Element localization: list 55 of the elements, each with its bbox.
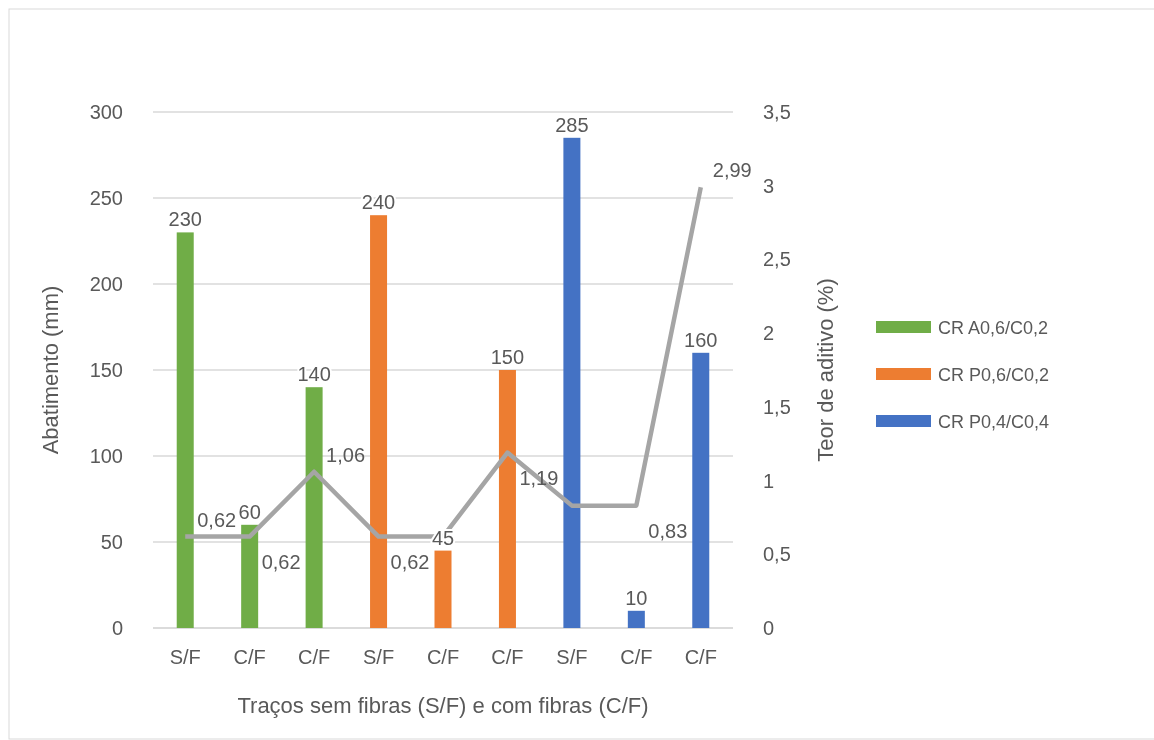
y-tick-label: 0 xyxy=(111,617,123,639)
x-tick-label: S/F xyxy=(556,646,588,668)
data-label: 2,99 xyxy=(712,159,752,182)
bar xyxy=(241,524,259,628)
data-label: 45 xyxy=(431,526,455,549)
x-tick-label: C/F xyxy=(298,646,331,668)
x-tick-label: S/F xyxy=(362,646,395,668)
bar xyxy=(434,550,452,628)
bar xyxy=(370,215,388,628)
x-tick-label: S/F xyxy=(169,646,201,668)
y-tick-label: 100 xyxy=(89,445,123,467)
data-label: 1,19 xyxy=(519,466,559,489)
bar xyxy=(176,232,194,628)
data-label: 0,62 xyxy=(390,550,430,573)
y2-tick-label: 1 xyxy=(763,469,775,492)
legend-label: CR P0,6/C0,2 xyxy=(938,365,1050,385)
data-label: 60 xyxy=(238,500,261,523)
data-label: 1,06 xyxy=(326,443,366,466)
x-tick-label: C/F xyxy=(684,646,717,668)
x-tick-label: C/F xyxy=(491,646,524,668)
data-label: 0,62 xyxy=(261,550,301,573)
data-label: 140 xyxy=(297,363,331,386)
y-tick-label: 250 xyxy=(89,187,123,209)
y2-tick-label: 3,5 xyxy=(763,101,791,123)
y2-tick-label: 2 xyxy=(763,322,775,345)
y2-axis-title: Teor de aditivo (%) xyxy=(813,278,838,462)
data-label: 230 xyxy=(168,208,202,231)
y-tick-label: 300 xyxy=(89,101,123,123)
y2-tick-label: 0,5 xyxy=(763,543,791,566)
y-tick-label: 200 xyxy=(89,273,123,295)
x-tick-label: C/F xyxy=(233,646,266,668)
y2-tick-label: 3 xyxy=(763,174,775,197)
legend-label: CR A0,6/C0,2 xyxy=(938,318,1049,338)
data-label: 0,62 xyxy=(197,508,237,531)
x-tick-label: C/F xyxy=(620,646,653,668)
data-label: 240 xyxy=(361,191,396,214)
bar xyxy=(692,352,710,628)
y-tick-label: 50 xyxy=(100,531,123,553)
legend-label: CR P0,4/C0,4 xyxy=(938,412,1050,432)
x-tick-label: C/F xyxy=(426,646,460,668)
data-label: 285 xyxy=(555,113,589,136)
bar xyxy=(305,387,323,628)
x-axis-title: Traços sem fibras (S/F) e com fibras (C/F) xyxy=(237,693,649,718)
y-tick-label: 150 xyxy=(89,359,123,381)
bar xyxy=(498,370,516,628)
bar xyxy=(563,137,581,628)
bar xyxy=(627,610,645,628)
y-axis-title: Abatimento (mm) xyxy=(38,285,63,455)
data-label: 150 xyxy=(490,346,525,368)
y2-tick-label: 1,5 xyxy=(763,395,791,418)
data-label: 0,83 xyxy=(648,519,688,542)
data-label: 160 xyxy=(684,328,718,351)
y2-tick-label: 0 xyxy=(763,617,775,639)
data-label: 10 xyxy=(625,586,648,609)
y2-tick-label: 2,5 xyxy=(763,248,791,271)
